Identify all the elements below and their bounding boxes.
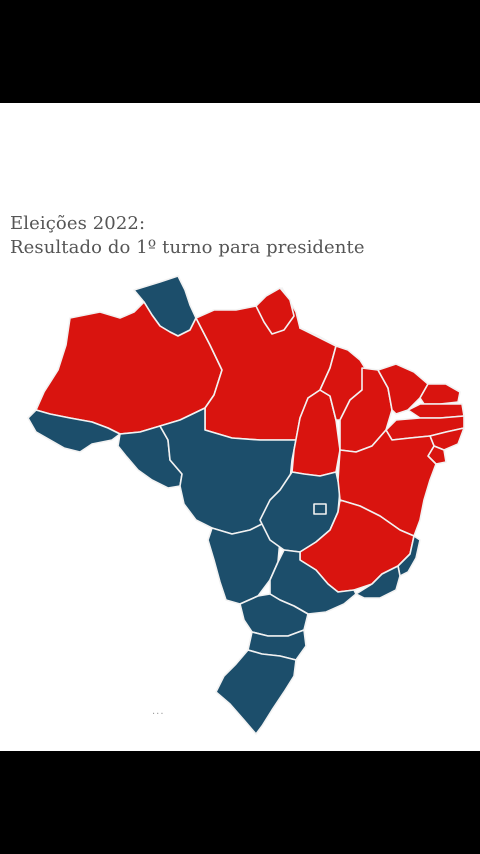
state-mato-grosso-do-sul [207, 519, 281, 605]
state-rio-de-janeiro [355, 565, 401, 599]
brazil-map [0, 270, 480, 750]
overflow-menu[interactable]: ... [152, 706, 165, 717]
state-rio-grande-do-norte [419, 383, 461, 405]
state-parana [239, 593, 309, 637]
state-acre [27, 409, 121, 453]
state-amapa [255, 287, 295, 335]
title-line-2: Resultado do 1º turno para presidente [10, 237, 365, 258]
state-ceara [377, 363, 429, 415]
state-rio-grande-do-sul [215, 649, 297, 735]
brazil-map-svg [27, 275, 465, 735]
state-espirito-santo [397, 535, 421, 577]
state-distrito-federal [313, 503, 327, 515]
page-title: Eleições 2022: Resultado do 1º turno par… [10, 212, 365, 260]
title-line-1: Eleições 2022: [10, 213, 146, 234]
